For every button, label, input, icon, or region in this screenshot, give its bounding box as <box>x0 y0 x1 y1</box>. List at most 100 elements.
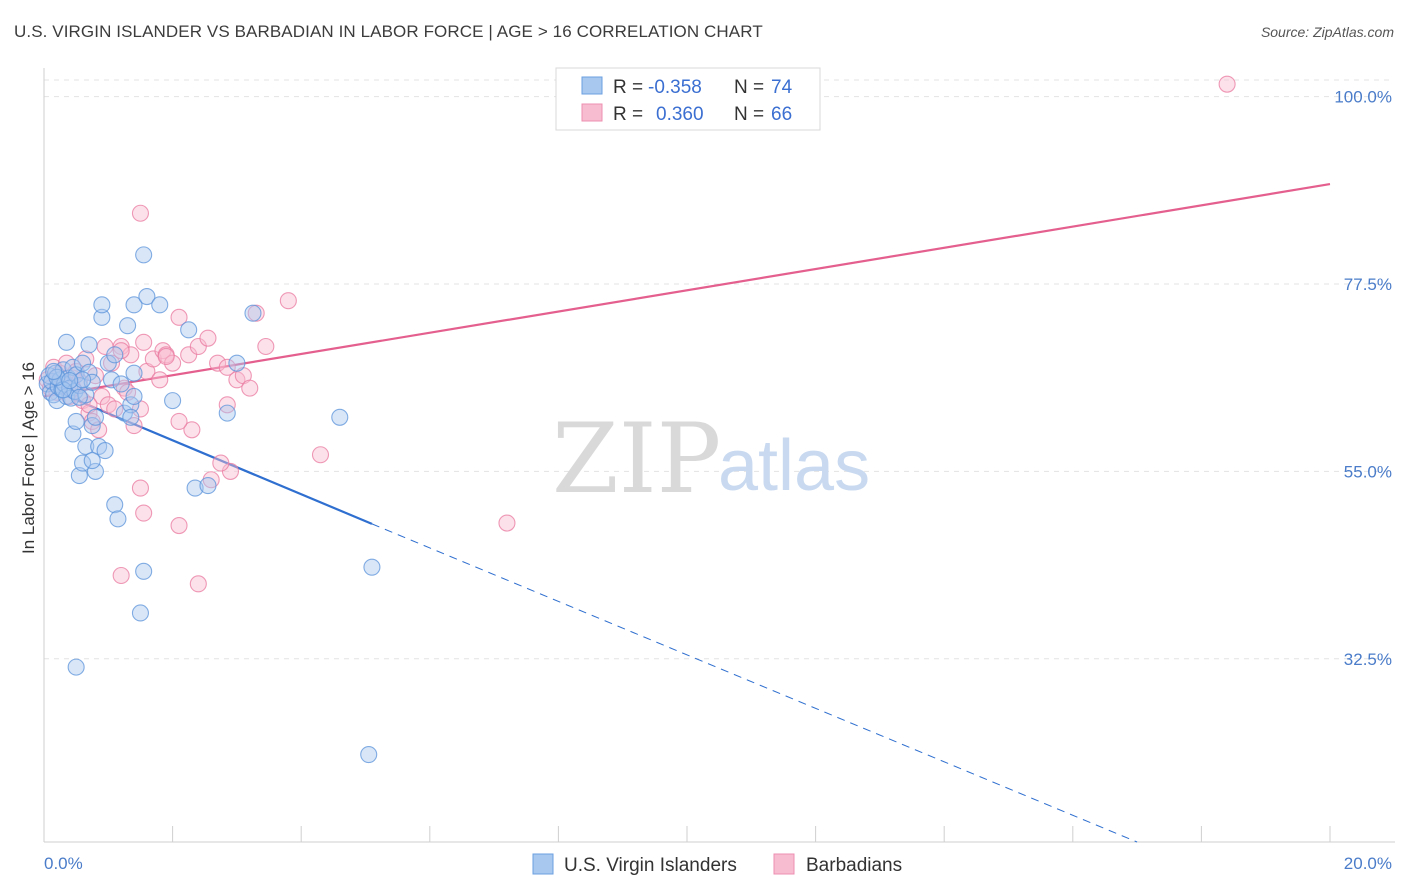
virgin-islanders-point-64 <box>331 408 349 426</box>
legend-r-label-1: R = <box>613 77 643 98</box>
virgin-islanders-point-28 <box>74 454 92 472</box>
virgin-islanders-point-56 <box>151 296 169 314</box>
barbadians-point-53 <box>170 412 188 430</box>
barbadians-point-54 <box>112 566 130 585</box>
virgin-islanders-point-42 <box>112 375 130 393</box>
virgin-islanders-point-66 <box>360 746 378 764</box>
virgin-islanders-point-50 <box>125 364 143 382</box>
barbadians-point-45 <box>279 292 297 310</box>
y-axis-label: In Labor Force | Age > 16 <box>19 362 38 554</box>
x-tick-label-1: 20.0% <box>1344 854 1392 873</box>
virgin-islanders-point-63 <box>244 304 262 322</box>
barbadians-point-65 <box>212 454 230 472</box>
barbadians-point-28 <box>135 333 153 351</box>
barbadians-point-46 <box>257 337 275 356</box>
virgin-islanders-point-54 <box>135 246 153 264</box>
virgin-islanders-point-47 <box>106 496 124 514</box>
barbadians-point-35 <box>170 308 188 326</box>
legend-bottom-swatch-barbadians <box>773 853 795 875</box>
virgin-islanders-point-59 <box>199 477 217 495</box>
watermark-zip: ZIP <box>552 403 721 515</box>
barbadians-point-43 <box>241 379 259 397</box>
barbadians-point-59 <box>1218 75 1236 93</box>
virgin-islanders-point-34 <box>93 308 111 326</box>
virgin-islanders-point-72 <box>70 388 88 406</box>
barbadians-point-48 <box>131 479 149 497</box>
barbadians-point-52 <box>183 421 201 439</box>
virgin-islanders-point-55 <box>138 287 156 306</box>
legend-r-label-2: R = <box>613 104 643 125</box>
legend-n-label-1: N = <box>734 77 764 98</box>
legend-bottom-label-barbadians: Barbadians <box>806 855 902 876</box>
barbadians-point-40 <box>218 358 236 376</box>
watermark: ZIP atlas <box>552 403 870 515</box>
y-tick-labels: 32.5% 55.0% 77.5% 100.0% <box>1334 88 1392 669</box>
watermark-atlas: atlas <box>718 426 870 506</box>
virgin-islanders-point-48 <box>109 510 127 528</box>
virgin-islanders-point-44 <box>119 317 137 335</box>
barbadians-point-56 <box>131 204 149 222</box>
virgin-islanders-point-57 <box>180 321 198 339</box>
barbadians-point-64 <box>157 347 175 366</box>
axes <box>43 68 1395 843</box>
legend-n-label-2: N = <box>734 104 764 125</box>
virgin-islanders-point-23 <box>83 373 101 391</box>
legend-stats: R = -0.358 N = 74 R = 0.360 N = 66 <box>555 67 821 131</box>
barbadians-point-50 <box>170 516 188 535</box>
virgin-islanders-point-69 <box>74 371 92 389</box>
legend-swatch-virgin-islanders <box>581 76 603 95</box>
virgin-islanders-point-29 <box>77 437 95 455</box>
barbadians-point-38 <box>199 329 217 347</box>
y-tick-label-1: 55.0% <box>1344 462 1392 481</box>
chart-title: U.S. VIRGIN ISLANDER VS BARBADIAN IN LAB… <box>14 22 763 41</box>
virgin-islanders-point-40 <box>102 371 121 389</box>
virgin-islanders-point-65 <box>363 558 381 576</box>
barbadians-point-55 <box>189 575 207 593</box>
legend-n-value-1: 74 <box>771 77 793 98</box>
virgin-islanders-point-53 <box>131 604 149 622</box>
barbadians-point-57 <box>311 446 330 464</box>
virgin-islanders-point-73 <box>45 362 63 381</box>
virgin-islanders-point-61 <box>218 404 236 422</box>
virgin-islanders-points <box>38 246 381 764</box>
virgin-islanders-point-20 <box>74 354 92 372</box>
virgin-islanders-point-51 <box>135 562 153 580</box>
virgin-islanders-trend-extension <box>371 523 1138 843</box>
virgin-islanders-point-24 <box>57 333 76 351</box>
virgin-islanders-point-35 <box>96 442 114 460</box>
virgin-islanders-point-52 <box>125 296 143 314</box>
virgin-islanders-point-41 <box>106 346 124 364</box>
legend-bottom-label-virgin-islanders: U.S. Virgin Islanders <box>564 855 737 876</box>
virgin-islanders-point-58 <box>186 479 204 497</box>
virgin-islanders-point-30 <box>80 336 98 354</box>
barbadians-point-49 <box>135 504 153 522</box>
legend-n-value-2: 66 <box>771 104 792 125</box>
x-tick-labels: 0.0% 20.0% <box>44 854 1392 873</box>
y-tick-label-0: 32.5% <box>1344 650 1392 669</box>
virgin-islanders-point-36 <box>83 452 101 470</box>
y-tick-label-2: 77.5% <box>1344 275 1392 294</box>
y-tick-label-3: 100.0% <box>1334 88 1392 107</box>
legend-swatch-barbadians <box>581 103 603 122</box>
barbadians-point-34 <box>164 354 182 372</box>
axis-ticks <box>43 826 1331 842</box>
virgin-islanders-point-62 <box>228 354 246 372</box>
legend-r-value-1: -0.358 <box>648 77 702 98</box>
barbadians-point-21 <box>106 400 124 418</box>
virgin-islanders-point-46 <box>125 387 143 406</box>
virgin-islanders-point-6 <box>48 392 66 410</box>
virgin-islanders-point-38 <box>93 296 111 314</box>
barbadians-trend-line <box>43 183 1331 398</box>
x-tick-label-0: 0.0% <box>44 854 83 873</box>
virgin-islanders-point-32 <box>86 462 104 480</box>
source-label: Source: ZipAtlas.com <box>1260 24 1394 40</box>
virgin-islanders-point-71 <box>61 372 79 390</box>
virgin-islanders-point-26 <box>67 412 85 430</box>
virgin-islanders-point-37 <box>86 408 104 426</box>
barbadians-point-39 <box>209 354 227 372</box>
barbadians-point-31 <box>151 371 169 389</box>
legend-bottom-swatch-virgin-islanders <box>532 853 554 875</box>
barbadians-point-58 <box>498 514 516 532</box>
virgin-islanders-point-49 <box>122 408 140 426</box>
